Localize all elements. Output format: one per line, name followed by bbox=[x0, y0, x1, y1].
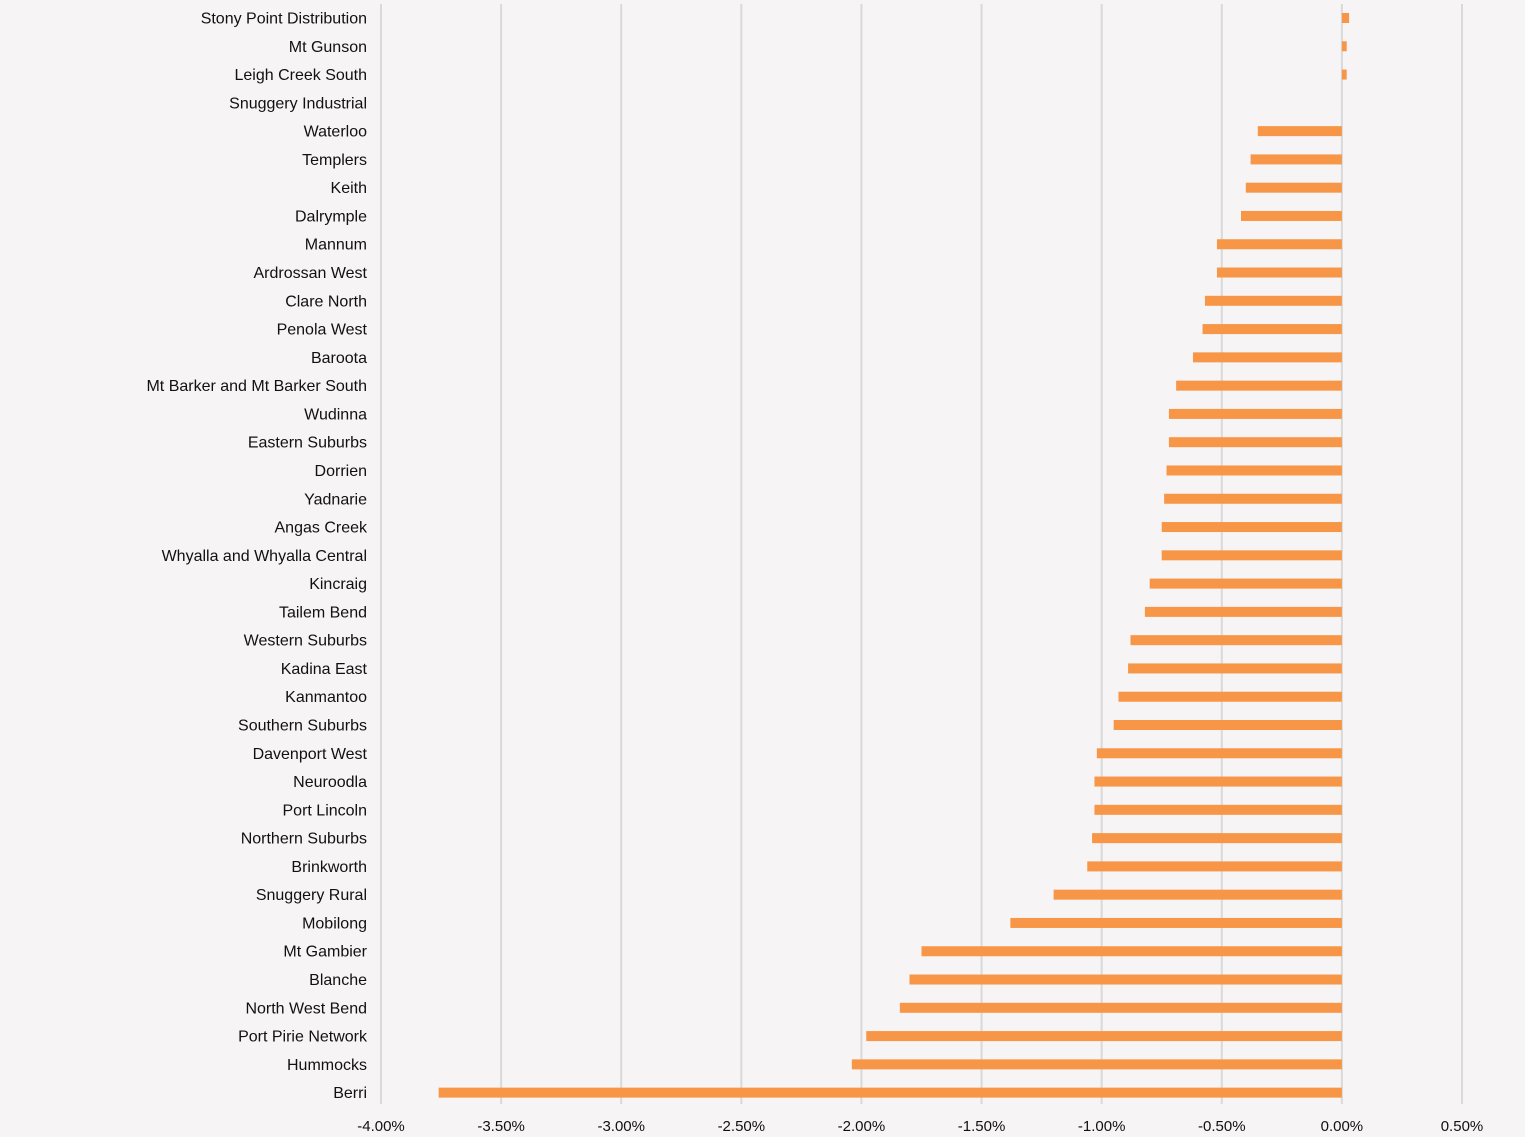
x-tick-label: -0.50% bbox=[1198, 1118, 1246, 1135]
category-label: Baroota bbox=[311, 350, 367, 367]
bar bbox=[909, 974, 1342, 985]
bar bbox=[851, 1059, 1342, 1070]
bar bbox=[1164, 493, 1342, 504]
category-label: Kanmantoo bbox=[285, 689, 367, 706]
bar bbox=[1168, 437, 1342, 448]
category-label: Eastern Suburbs bbox=[248, 435, 367, 452]
category-label: Templers bbox=[302, 152, 367, 169]
category-label: Davenport West bbox=[253, 746, 368, 763]
bar bbox=[1010, 917, 1342, 928]
bar bbox=[1176, 380, 1342, 391]
x-tick-label: 0.00% bbox=[1321, 1118, 1364, 1135]
bar bbox=[1168, 408, 1342, 419]
category-label: Port Lincoln bbox=[283, 802, 368, 819]
bar bbox=[1113, 720, 1342, 730]
x-tick-label: -1.00% bbox=[1078, 1118, 1126, 1135]
bar bbox=[1341, 41, 1347, 52]
category-label: Waterloo bbox=[304, 124, 368, 141]
category-label: Yadnarie bbox=[304, 491, 367, 508]
category-label: Northern Suburbs bbox=[241, 831, 367, 848]
category-label: Whyalla and Whyalla Central bbox=[162, 548, 367, 565]
bar bbox=[1341, 13, 1350, 23]
x-tick-label: -2.50% bbox=[718, 1118, 766, 1135]
category-label: Tailem Bend bbox=[279, 604, 367, 621]
x-tick-label: -3.50% bbox=[477, 1118, 525, 1135]
bars bbox=[438, 13, 1350, 1098]
category-label: Southern Suburbs bbox=[238, 718, 367, 735]
category-label: Neuroodla bbox=[293, 774, 367, 791]
bar bbox=[899, 1002, 1342, 1013]
category-label: Snuggery Rural bbox=[256, 887, 367, 904]
category-label: Kincraig bbox=[309, 576, 367, 593]
bar bbox=[1202, 324, 1342, 335]
category-label: Dalrymple bbox=[295, 208, 367, 225]
category-label: Penola West bbox=[277, 322, 368, 339]
bar bbox=[1130, 635, 1342, 646]
category-label: Mannum bbox=[305, 237, 367, 254]
category-label: Mt Gunson bbox=[289, 39, 367, 56]
bar bbox=[1094, 804, 1342, 815]
category-label: Brinkworth bbox=[291, 859, 367, 876]
bar bbox=[1092, 833, 1342, 844]
bar bbox=[1144, 606, 1342, 617]
bar bbox=[1245, 182, 1342, 193]
x-axis-tick-labels: -4.00% -3.50% -3.00% -2.50% -2.00% -1.50% -1.0… bbox=[357, 1118, 1483, 1135]
bar bbox=[1149, 578, 1342, 589]
category-label: Dorrien bbox=[315, 463, 367, 480]
bar bbox=[1204, 295, 1342, 306]
bar bbox=[1053, 889, 1342, 900]
category-label: Angas Creek bbox=[275, 520, 368, 537]
bar bbox=[1166, 465, 1342, 476]
bar bbox=[1087, 861, 1342, 872]
bar bbox=[1216, 267, 1342, 278]
bar bbox=[1161, 550, 1342, 561]
bar bbox=[1128, 663, 1342, 674]
category-label: Hummocks bbox=[287, 1057, 367, 1074]
bar bbox=[921, 946, 1342, 957]
category-label: North West Bend bbox=[245, 1000, 367, 1017]
category-label: Clare North bbox=[285, 293, 367, 310]
bar bbox=[1094, 776, 1342, 787]
category-label: Berri bbox=[333, 1085, 367, 1102]
x-tick-label: 0.50% bbox=[1441, 1118, 1484, 1135]
bar bbox=[1161, 522, 1342, 533]
gridlines bbox=[380, 4, 1463, 1104]
bar bbox=[1192, 352, 1342, 363]
bar bbox=[438, 1087, 1342, 1098]
category-label: Ardrossan West bbox=[253, 265, 367, 282]
category-labels: Stony Point Distribution Mt Gunson Leigh C… bbox=[146, 11, 368, 1103]
bar bbox=[1118, 691, 1342, 702]
category-label: Blanche bbox=[309, 972, 367, 989]
x-tick-label: -1.50% bbox=[958, 1118, 1006, 1135]
bar bbox=[1216, 239, 1342, 250]
bar bbox=[1341, 69, 1347, 80]
bar bbox=[1240, 210, 1342, 221]
category-label: Port Pirie Network bbox=[238, 1029, 368, 1046]
category-label: Wudinna bbox=[304, 406, 367, 423]
category-label: Western Suburbs bbox=[244, 633, 367, 650]
bar bbox=[1096, 748, 1342, 759]
bar bbox=[1257, 126, 1342, 137]
category-label: Keith bbox=[331, 180, 367, 197]
x-tick-label: -3.00% bbox=[597, 1118, 645, 1135]
category-label: Snuggery Industrial bbox=[229, 95, 367, 112]
bar bbox=[1250, 154, 1342, 165]
bar bbox=[866, 1031, 1342, 1042]
x-tick-label: -4.00% bbox=[357, 1118, 405, 1135]
category-label: Mt Gambier bbox=[283, 944, 367, 961]
category-label: Mt Barker and Mt Barker South bbox=[146, 378, 367, 395]
category-label: Stony Point Distribution bbox=[201, 11, 367, 28]
category-label: Mobilong bbox=[302, 915, 367, 932]
category-label: Leigh Creek South bbox=[234, 67, 367, 84]
x-tick-label: -2.00% bbox=[838, 1118, 886, 1135]
category-label: Kadina East bbox=[281, 661, 368, 678]
